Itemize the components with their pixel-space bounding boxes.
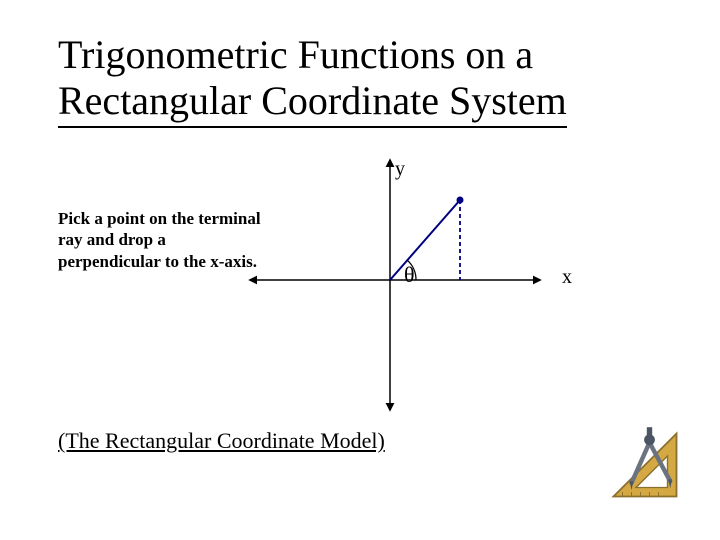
title-line-2: Rectangular Coordinate System (58, 78, 567, 123)
subtitle-text: (The Rectangular Coordinate Model) (58, 428, 385, 454)
theta-label: θ (404, 262, 415, 288)
terminal-point (457, 197, 464, 204)
coordinate-diagram (230, 150, 590, 430)
page-title: Trigonometric Functions on a Rectangular… (58, 32, 567, 128)
x-axis-label: x (562, 266, 572, 289)
geometry-tools-icon (600, 420, 690, 510)
terminal-ray (390, 200, 460, 280)
y-axis-label: y (395, 158, 405, 181)
title-line-1: Trigonometric Functions on a (58, 32, 533, 77)
